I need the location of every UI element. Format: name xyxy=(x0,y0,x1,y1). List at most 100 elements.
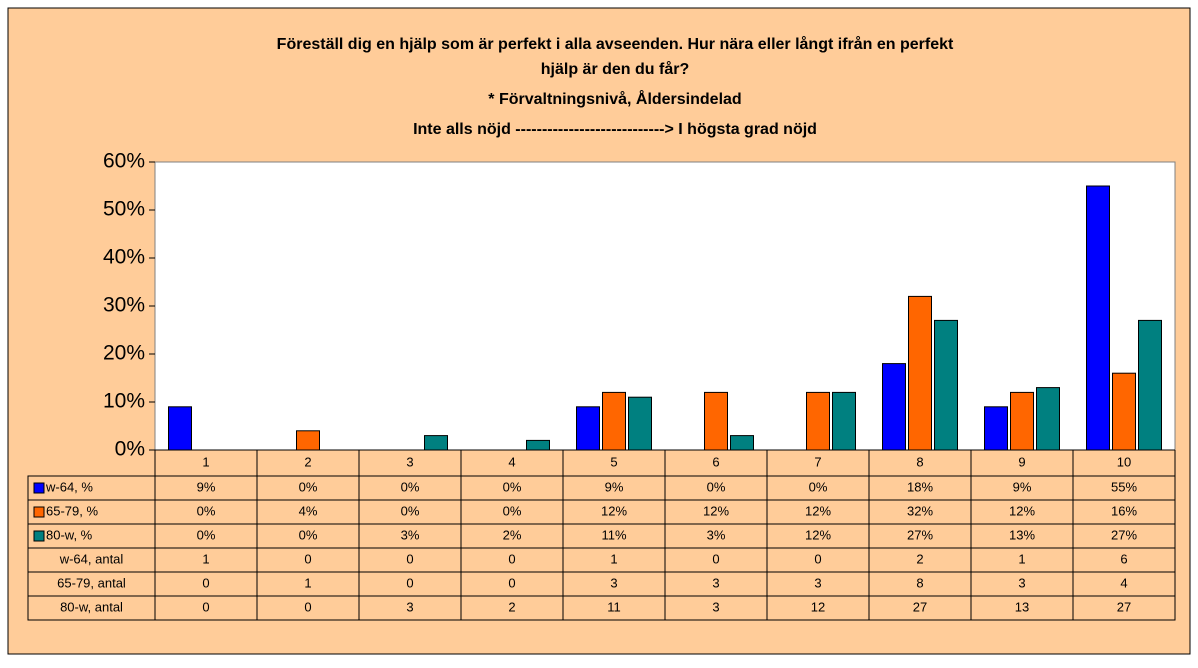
bar xyxy=(424,435,448,451)
bar xyxy=(908,295,932,451)
title-line: * Förvaltningsnivå, Åldersindelad xyxy=(488,89,741,108)
table-cell: 3 xyxy=(1018,575,1025,590)
table-cell: 13 xyxy=(1015,599,1029,614)
table-cell: 2 xyxy=(916,551,923,566)
table-cell: 0% xyxy=(809,479,828,494)
table-cell: 0 xyxy=(712,551,719,566)
bar xyxy=(934,319,958,451)
table-cell: 1 xyxy=(1018,551,1025,566)
title-line: hjälp är den du får? xyxy=(541,60,689,78)
table-cell: 0 xyxy=(508,551,515,566)
bar xyxy=(984,406,1008,451)
bar xyxy=(628,396,652,451)
bar xyxy=(1036,387,1060,451)
x-tick-label: 2 xyxy=(304,454,311,469)
legend-label: w-64, % xyxy=(45,479,93,494)
table-cell: 3 xyxy=(712,599,719,614)
title-line: Föreställ dig en hjälp som är perfekt i … xyxy=(277,35,954,53)
table-cell: 0 xyxy=(508,575,515,590)
legend-swatch xyxy=(33,530,45,542)
x-tick-label: 8 xyxy=(916,454,923,469)
table-cell: 0% xyxy=(197,503,216,518)
table-cell: 18% xyxy=(907,479,933,494)
table-cell: 3% xyxy=(707,527,726,542)
table-cell: 0 xyxy=(304,551,311,566)
table-cell: 12 xyxy=(811,599,825,614)
table-cell: 12% xyxy=(601,503,627,518)
table-cell: 27 xyxy=(1117,599,1131,614)
table-cell: 11% xyxy=(601,527,626,542)
table-cell: 0% xyxy=(503,479,522,494)
y-tick-label: 50% xyxy=(103,198,145,221)
table-cell: 27 xyxy=(913,599,927,614)
table-cell: 13% xyxy=(1009,527,1035,542)
bar xyxy=(882,363,906,451)
table-cell: 12% xyxy=(805,503,831,518)
row-label: 80-w, antal xyxy=(60,599,123,614)
table-cell: 3 xyxy=(712,575,719,590)
bar xyxy=(1086,185,1110,451)
table-cell: 0% xyxy=(299,479,318,494)
table-cell: 0% xyxy=(401,479,420,494)
row-label: w-64, antal xyxy=(59,551,124,566)
table-cell: 0% xyxy=(707,479,726,494)
legend-label: 80-w, % xyxy=(46,527,93,542)
x-tick-label: 6 xyxy=(712,454,719,469)
y-tick-label: 0% xyxy=(115,438,145,461)
table-cell: 3 xyxy=(610,575,617,590)
table-cell: 2 xyxy=(508,599,515,614)
bar xyxy=(168,406,192,451)
y-tick-label: 30% xyxy=(103,294,145,317)
table-cell: 0 xyxy=(406,551,413,566)
bar xyxy=(576,406,600,451)
table-cell: 27% xyxy=(907,527,933,542)
table-cell: 3% xyxy=(401,527,420,542)
table-cell: 3 xyxy=(406,599,413,614)
table-cell: 6 xyxy=(1120,551,1127,566)
table-cell: 0 xyxy=(202,575,209,590)
x-tick-label: 10 xyxy=(1117,454,1131,469)
table-cell: 12% xyxy=(703,503,729,518)
table-cell: 12% xyxy=(1009,503,1035,518)
bar xyxy=(832,391,856,451)
x-tick-label: 7 xyxy=(814,454,821,469)
legend-swatch xyxy=(33,482,45,494)
table-cell: 4 xyxy=(1120,575,1127,590)
y-tick-label: 40% xyxy=(103,246,145,269)
table-cell: 0% xyxy=(503,503,522,518)
row-label: 65-79, antal xyxy=(57,575,126,590)
table-cell: 0 xyxy=(814,551,821,566)
y-tick-label: 60% xyxy=(103,150,145,173)
table-cell: 1 xyxy=(610,551,617,566)
table-cell: 32% xyxy=(907,503,933,518)
legend-label: 65-79, % xyxy=(46,503,98,518)
bar xyxy=(296,430,320,451)
bar xyxy=(1112,372,1136,451)
table-cell: 0 xyxy=(406,575,413,590)
table-cell: 16% xyxy=(1111,503,1137,518)
table-cell: 1 xyxy=(304,575,311,590)
x-tick-label: 9 xyxy=(1018,454,1025,469)
y-tick-label: 10% xyxy=(103,390,145,413)
x-tick-label: 1 xyxy=(202,454,209,469)
table-cell: 55% xyxy=(1111,479,1137,494)
table-cell: 9% xyxy=(605,479,624,494)
table-cell: 9% xyxy=(197,479,216,494)
table-cell: 3 xyxy=(814,575,821,590)
x-tick-label: 4 xyxy=(508,454,515,469)
x-tick-label: 3 xyxy=(406,454,413,469)
bar xyxy=(806,391,830,451)
table-cell: 11 xyxy=(607,599,621,614)
table-cell: 1 xyxy=(202,551,209,566)
plot-area xyxy=(154,161,1176,451)
table-cell: 8 xyxy=(916,575,923,590)
legend-swatch xyxy=(33,506,45,518)
table-cell: 4% xyxy=(299,503,318,518)
bar xyxy=(704,391,728,451)
bar xyxy=(1138,319,1162,451)
bar xyxy=(1010,391,1034,451)
title-line: Inte alls nöjd -------------------------… xyxy=(413,121,817,138)
bar xyxy=(730,435,754,451)
table-cell: 0% xyxy=(197,527,216,542)
